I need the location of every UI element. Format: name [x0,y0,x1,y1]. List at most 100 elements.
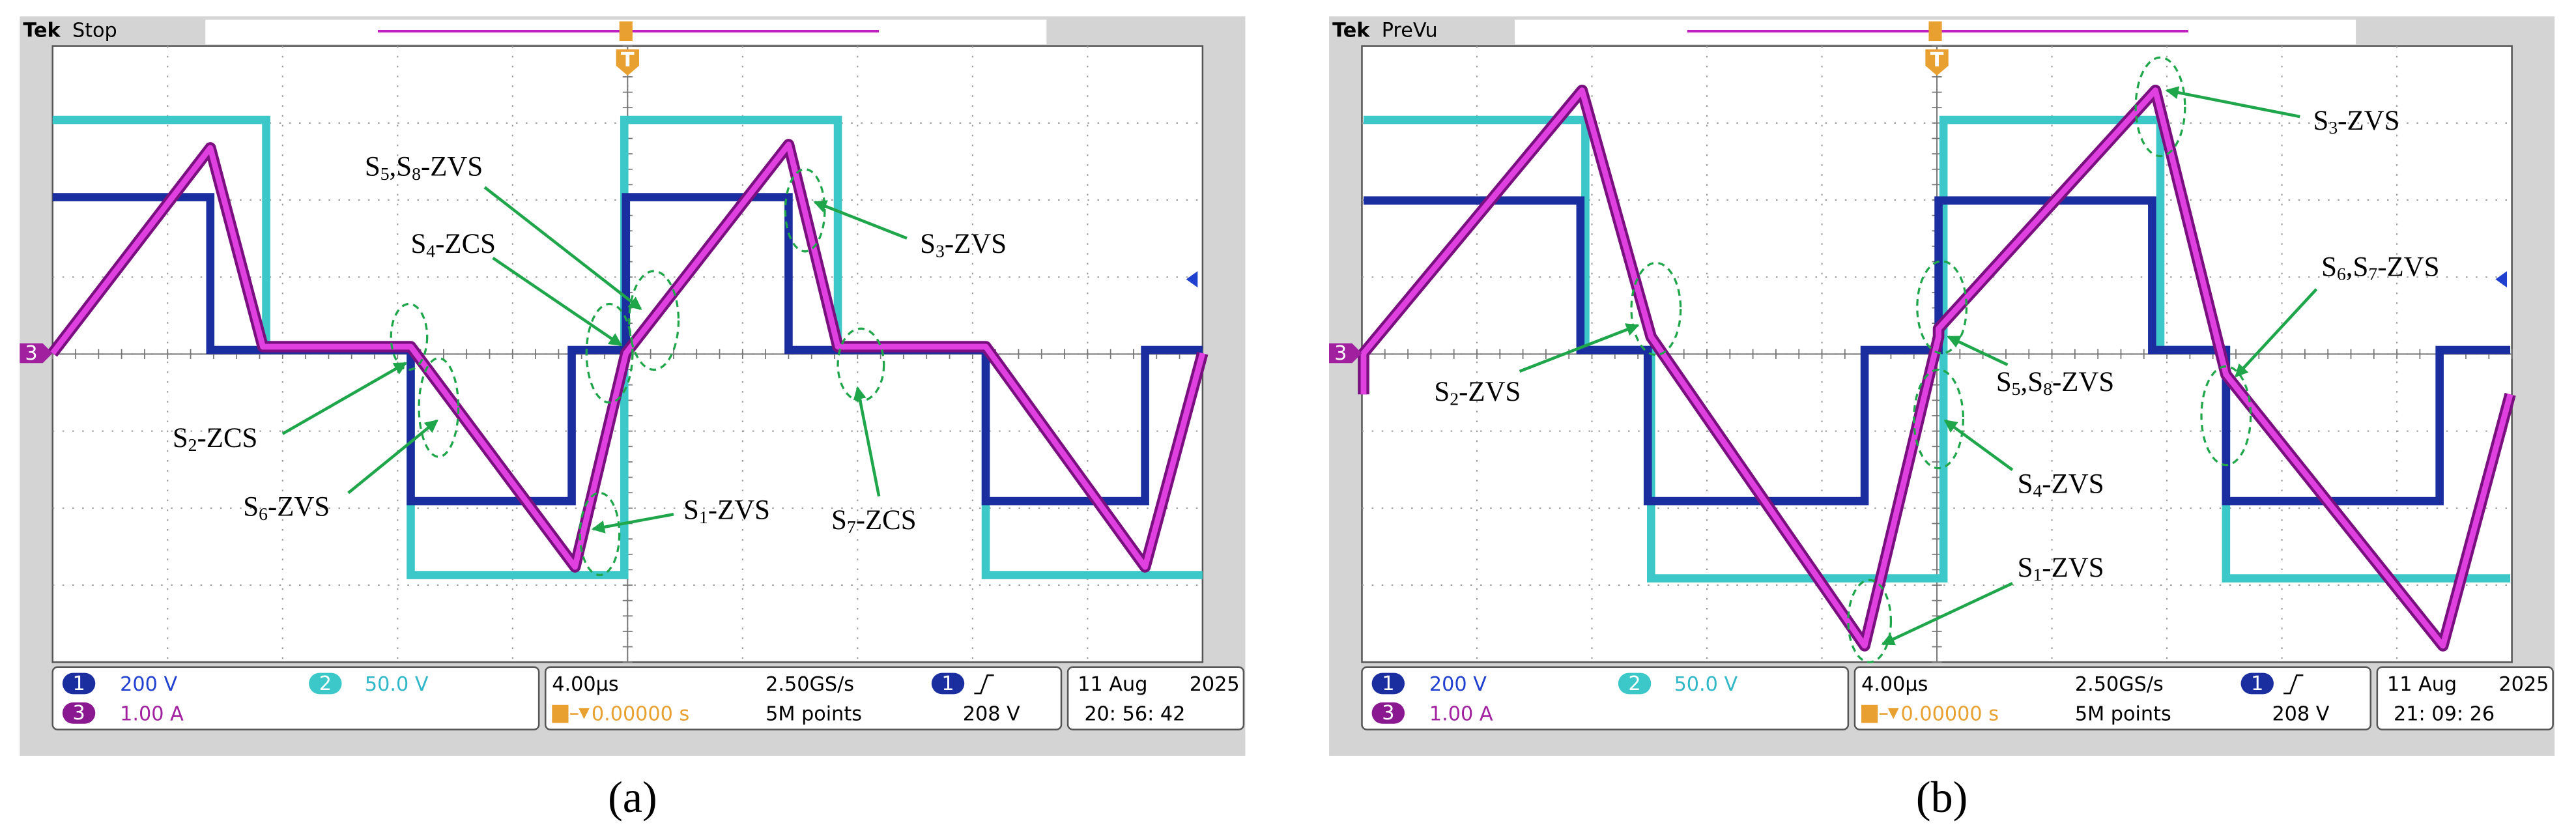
readout-box [1066,666,1245,730]
panel-label: (a) [608,772,657,822]
channel-marker-label: 3 [25,342,37,365]
annotation-text: -ZCS [856,505,917,536]
highlight-ellipse [628,270,680,371]
time-per-div: 4.00µs [1861,673,1928,696]
annotation-text: -ZVS [2377,252,2439,282]
annotation-text: S [410,229,426,259]
annotation-arrow [1943,419,2014,472]
annotation-text: -ZVS [708,495,770,526]
channel-marker [20,343,53,364]
trigger-slope [974,674,994,695]
annotation-text: ,S [390,152,412,182]
highlight-ellipse [585,302,634,404]
annotation: S3-ZVS [2313,106,2399,138]
subscript: 5 [2012,379,2021,399]
record-length: 5M points [2075,702,2171,725]
ch2-scale: 50.0 V [1674,673,1738,696]
date: 11 Aug [1078,673,1147,696]
annotation-text: S [683,495,699,526]
annotation-arrow [492,257,623,347]
channel-badge [2240,672,2274,695]
ch2-scale: 50.0 V [365,673,429,696]
trigger-level-marker [2495,271,2508,288]
subscript: 1 [699,507,708,527]
trigger-marker [1925,49,1949,76]
record-window [619,21,633,42]
trigger-level-marker [1186,271,1198,288]
annotation: S5,S8-ZVS [365,152,483,184]
subscript: 7 [2368,264,2377,284]
channel-badge [1371,672,1405,695]
channel-badge-label: 2 [319,672,332,695]
annotation-text: S [2018,553,2033,583]
highlight-ellipse [579,491,621,577]
status: PreVu [1382,19,1438,42]
channel-badge-label: 3 [1382,702,1394,725]
annotation: S4-ZVS [2018,468,2104,501]
channel-badge [309,672,342,695]
annotation-arrow [1947,335,2009,366]
highlight-ellipse [418,357,460,458]
annotation-arrow [1519,323,1640,373]
highlight-ellipse [390,302,429,371]
ch1-scale: 200 V [120,673,177,696]
subscript: 1 [2033,564,2042,584]
channel-badge [1618,672,1652,695]
annotation-text: S [1996,367,2012,397]
subscript: 6 [259,504,268,524]
offset-icon [1879,708,1899,719]
trigger-marker-label: T [621,49,635,72]
time-per-div: 4.00µs [552,673,618,696]
offset-icon [552,704,569,723]
subscript: 5 [380,164,390,184]
annotation-text: S [173,423,188,454]
annotation: S2-ZVS [1434,377,1521,409]
channel-badge-label: 3 [72,702,85,725]
time: 21: 09: 26 [2394,702,2495,725]
annotation-text: ,S [2021,367,2044,397]
annotation: S1-ZVS [683,495,770,528]
annotation-text: -ZVS [945,229,1007,259]
channel-badge [1371,702,1405,724]
highlight-ellipse [1913,368,1965,470]
brand: Tek [23,19,61,42]
ch3-waveform [50,141,1206,570]
annotation: S6-ZVS [243,492,330,525]
readout-box [1361,666,1850,730]
channel-badge [931,672,965,695]
annotation-arrow [813,200,908,240]
subscript: 6 [2337,264,2346,284]
annotation-arrow [483,186,642,310]
channel-badge-label: 2 [1628,672,1640,695]
annotation-arrow [2165,86,2300,119]
offset-icon [570,708,590,719]
highlight-ellipse [1916,260,1968,354]
channel-badge [62,702,96,724]
annotation-arrow [591,513,674,534]
year: 2025 [1190,673,1240,696]
trigger-level: 208 V [963,702,1020,725]
annotation-text: S [365,152,380,182]
annotation-text: -ZVS [2042,553,2104,583]
channel-badge-label: 1 [2251,672,2263,695]
year: 2025 [2498,673,2549,696]
brand: Tek [1332,19,1370,42]
annotation-text: S [2018,468,2033,499]
subscript: 8 [412,164,421,184]
annotation-text: S [2321,252,2337,282]
trigger-marker-label: T [1930,49,1944,72]
channel-marker-label: 3 [1334,342,1347,365]
annotation-arrow [347,419,438,495]
annotation: S2-ZCS [173,423,258,455]
highlight-ellipse [2134,56,2186,158]
annotation-text: S [243,492,259,523]
subscript: 7 [847,517,856,537]
trigger-offset: 0.00000 s [592,702,689,725]
trigger-offset: 0.00000 s [1901,702,1999,725]
annotation-arrow [1881,582,2013,646]
record-length: 5M points [766,702,862,725]
trigger-marker [616,49,639,76]
subscript: 4 [2033,481,2042,501]
ch3-scale: 1.00 A [120,702,184,725]
